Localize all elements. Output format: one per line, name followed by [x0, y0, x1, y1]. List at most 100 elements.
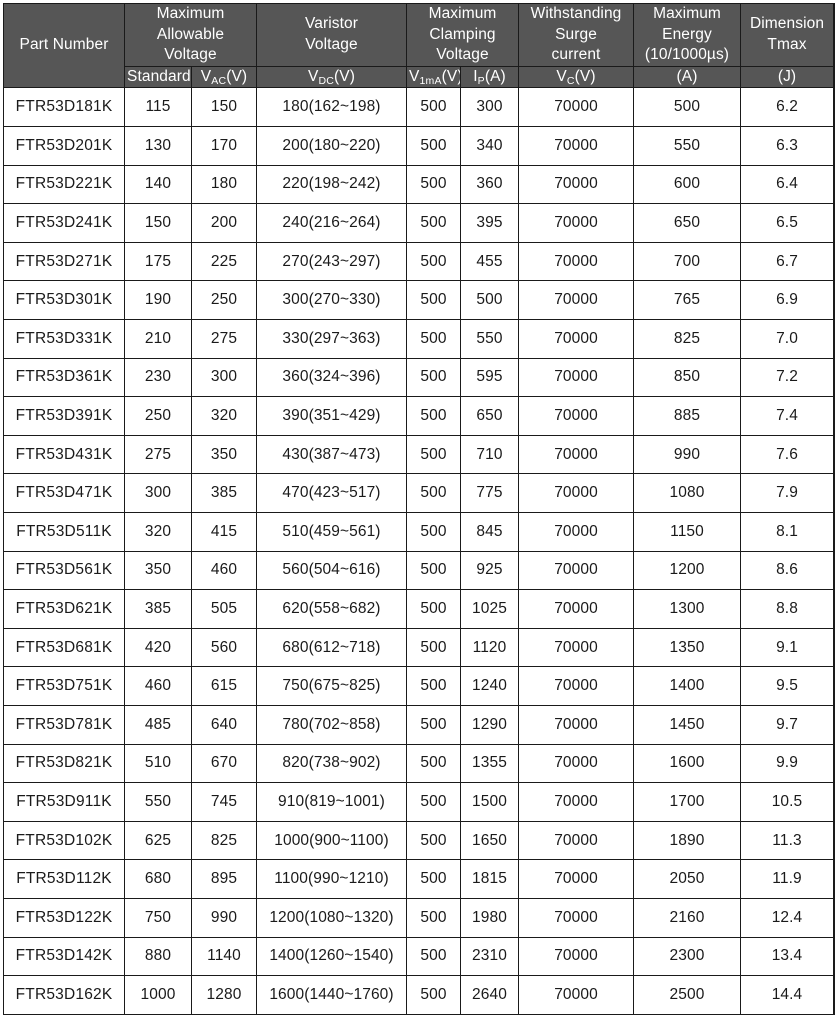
header-max-clamping-voltage: Maximum Clamping Voltage — [406, 3, 519, 67]
table-row: FTR53D122K 750 990 1200(1080~1320) 500 1980 70… — [3, 897, 835, 938]
cell-vc: 2640 — [460, 975, 519, 1015]
cell-vc: 2310 — [460, 936, 519, 977]
header-surge-unit: (A) — [633, 65, 741, 89]
cell-part-number: FTR53D122K — [3, 897, 125, 938]
cell-v1ma: 470(423~517) — [256, 473, 407, 513]
cell-ip: 500 — [406, 357, 461, 398]
cell-part-number: FTR53D911K — [3, 782, 125, 822]
header-varistor-voltage: Varistor Voltage — [256, 3, 407, 67]
table-row: FTR53D821K 510 670 820(738~902) 500 1355 70000… — [3, 743, 835, 784]
cell-energy: 1450 — [633, 704, 741, 745]
header-v1ma: V1mA(V) — [406, 65, 461, 89]
cell-vc: 1980 — [460, 897, 519, 938]
cell-dimension: 10.5 — [740, 782, 834, 822]
cell-v1ma: 330(297~363) — [256, 319, 407, 359]
cell-vc: 710 — [460, 434, 519, 475]
table-row: FTR53D621K 385 505 620(558~682) 500 1025 70000… — [3, 589, 835, 629]
header-max-energy: Maximum Energy (10/1000µs) — [633, 3, 741, 67]
cell-ip: 500 — [406, 241, 461, 282]
cell-v1ma: 220(198~242) — [256, 164, 407, 205]
cell-ip: 500 — [406, 126, 461, 166]
cell-vac: 320 — [124, 511, 192, 552]
cell-vc: 340 — [460, 126, 519, 166]
cell-ip: 500 — [406, 820, 461, 861]
varistor-spec-table: Part Number Maximum Allowable Voltage Va… — [3, 2, 835, 1015]
table-row: FTR53D102K 625 825 1000(900~1100) 500 1650 700… — [3, 820, 835, 861]
cell-part-number: FTR53D142K — [3, 936, 125, 977]
cell-surge-current: 70000 — [518, 126, 634, 166]
header-dimension-unit: (mm) — [833, 65, 835, 89]
cell-dimension: 9.7 — [740, 704, 834, 745]
cell-vc: 925 — [460, 550, 519, 591]
cell-vdc: 415 — [191, 511, 257, 552]
cell-dimension: 13.4 — [740, 936, 834, 977]
cell-dimension: 7.2 — [740, 357, 834, 398]
cell-vc: 500 — [460, 280, 519, 320]
cell-energy: 550 — [633, 126, 741, 166]
cell-dimension: 11.3 — [740, 820, 834, 861]
cell-vdc: 1280 — [191, 975, 257, 1015]
cell-vdc: 250 — [191, 280, 257, 320]
cell-ip: 500 — [406, 434, 461, 475]
header-max-allowable-voltage: Maximum Allowable Voltage — [124, 3, 257, 67]
cell-ip: 500 — [406, 859, 461, 899]
cell-part-number: FTR53D821K — [3, 743, 125, 784]
cell-dimension: 11.9 — [740, 859, 834, 899]
cell-vdc: 505 — [191, 589, 257, 629]
cell-vdc: 225 — [191, 241, 257, 282]
cell-part-number: FTR53D471K — [3, 473, 125, 513]
cell-surge-current: 70000 — [518, 280, 634, 320]
cell-ip: 500 — [406, 280, 461, 320]
table-header: Part Number Maximum Allowable Voltage Va… — [3, 2, 835, 89]
cell-ip: 500 — [406, 164, 461, 205]
table-row: FTR53D241K 150 200 240(216~264) 500 395 70000 6… — [3, 203, 835, 243]
cell-vdc: 300 — [191, 357, 257, 398]
cell-vdc: 275 — [191, 319, 257, 359]
table-body: FTR53D181K 115 150 180(162~198) 500 300 70000 5… — [3, 87, 835, 1015]
cell-vc: 360 — [460, 164, 519, 205]
cell-ip: 500 — [406, 936, 461, 977]
cell-part-number: FTR53D102K — [3, 820, 125, 861]
cell-vc: 1355 — [460, 743, 519, 784]
cell-vdc: 670 — [191, 743, 257, 784]
cell-ip: 500 — [406, 704, 461, 745]
table-row: FTR53D751K 460 615 750(675~825) 500 1240 70000… — [3, 666, 835, 706]
cell-vc: 395 — [460, 203, 519, 243]
cell-energy: 1400 — [633, 666, 741, 706]
cell-vac: 140 — [124, 164, 192, 205]
cell-surge-current: 70000 — [518, 319, 634, 359]
cell-surge-current: 70000 — [518, 782, 634, 822]
cell-vac: 275 — [124, 434, 192, 475]
cell-vc: 1815 — [460, 859, 519, 899]
cell-vac: 300 — [124, 473, 192, 513]
cell-vac: 115 — [124, 87, 192, 128]
cell-dimension: 14.4 — [740, 975, 834, 1015]
header-group-row: Part Number Maximum Allowable Voltage Va… — [3, 2, 835, 89]
cell-vdc: 180 — [191, 164, 257, 205]
cell-energy: 2300 — [633, 936, 741, 977]
cell-vc: 550 — [460, 319, 519, 359]
cell-part-number: FTR53D621K — [3, 589, 125, 629]
cell-v1ma: 1100(990~1210) — [256, 859, 407, 899]
cell-vac: 460 — [124, 666, 192, 706]
cell-dimension: 6.5 — [740, 203, 834, 243]
cell-vac: 750 — [124, 897, 192, 938]
cell-ip: 500 — [406, 203, 461, 243]
cell-ip: 500 — [406, 743, 461, 784]
cell-vac: 550 — [124, 782, 192, 822]
cell-ip: 500 — [406, 511, 461, 552]
cell-surge-current: 70000 — [518, 550, 634, 591]
cell-vc: 775 — [460, 473, 519, 513]
cell-vc: 595 — [460, 357, 519, 398]
header-vac: VAC(V) — [191, 65, 257, 89]
cell-vdc: 895 — [191, 859, 257, 899]
cell-part-number: FTR53D162K — [3, 975, 125, 1015]
cell-dimension: 8.6 — [740, 550, 834, 591]
cell-surge-current: 70000 — [518, 936, 634, 977]
cell-vac: 210 — [124, 319, 192, 359]
cell-ip: 500 — [406, 782, 461, 822]
cell-surge-current: 70000 — [518, 743, 634, 784]
cell-v1ma: 780(702~858) — [256, 704, 407, 745]
cell-part-number: FTR53D431K — [3, 434, 125, 475]
